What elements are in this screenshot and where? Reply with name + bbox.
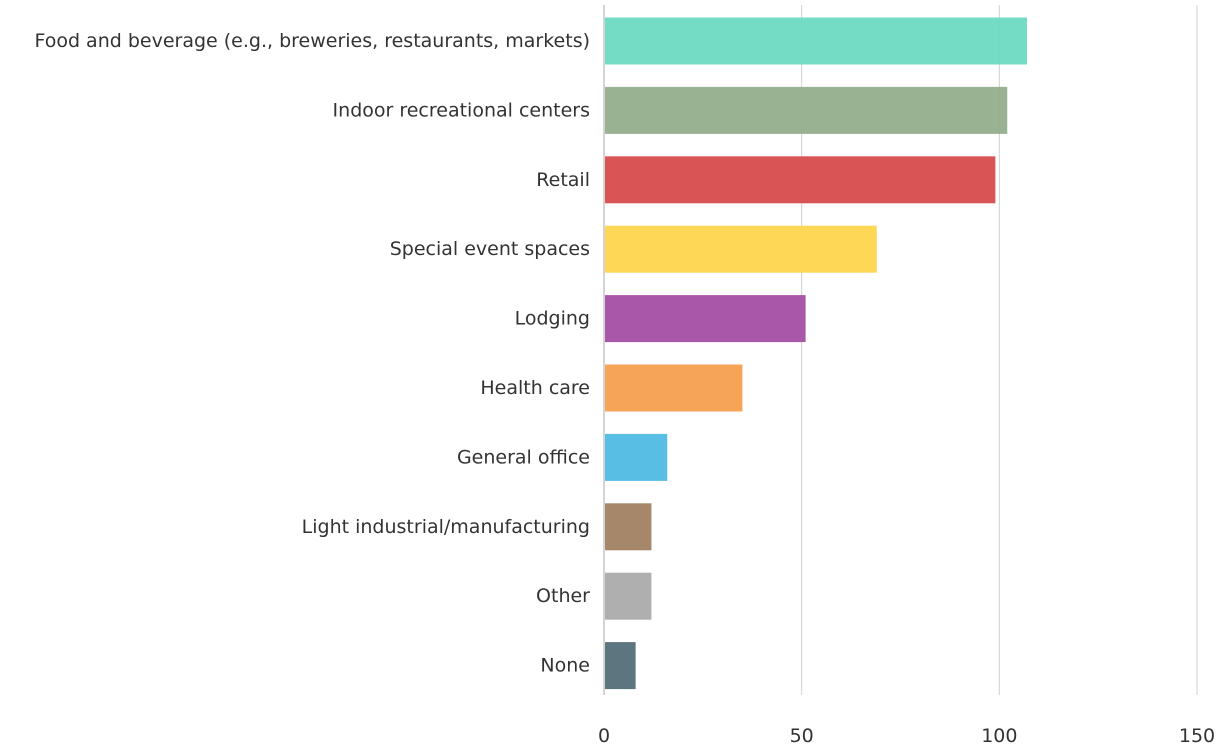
- bar[interactable]: [605, 156, 996, 204]
- bar[interactable]: [605, 86, 1008, 134]
- bar-layer: [605, 17, 1028, 690]
- category-label: Special event spaces: [390, 238, 590, 260]
- category-label: Other: [536, 585, 590, 607]
- bar[interactable]: [605, 503, 652, 551]
- bar[interactable]: [605, 17, 1028, 65]
- category-label: Food and beverage (e.g., breweries, rest…: [34, 30, 590, 52]
- x-tick-label: 150: [1179, 725, 1215, 747]
- bar[interactable]: [605, 642, 636, 690]
- x-tick-label: 100: [981, 725, 1017, 747]
- bar[interactable]: [605, 433, 668, 481]
- bar[interactable]: [605, 225, 877, 273]
- category-label: Health care: [480, 377, 590, 399]
- category-label: Retail: [536, 169, 590, 191]
- bar[interactable]: [605, 295, 806, 343]
- category-label: None: [540, 655, 590, 677]
- category-label: Indoor recreational centers: [333, 99, 590, 121]
- category-label: Light industrial/manufacturing: [302, 516, 590, 538]
- x-tick-label: 50: [790, 725, 814, 747]
- category-label: Lodging: [515, 308, 590, 330]
- bar[interactable]: [605, 572, 652, 620]
- category-label: General office: [457, 446, 590, 468]
- x-tick-label: 0: [598, 725, 610, 747]
- bar[interactable]: [605, 364, 743, 412]
- category-label-layer: Food and beverage (e.g., breweries, rest…: [34, 30, 590, 677]
- x-axis-tick-layer: 0 50 100 150: [598, 725, 1215, 747]
